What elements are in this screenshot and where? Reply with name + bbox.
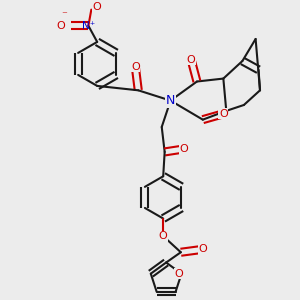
Text: O: O bbox=[131, 62, 140, 72]
Text: N⁺: N⁺ bbox=[82, 21, 95, 31]
Text: O: O bbox=[56, 21, 65, 31]
Text: ⁻: ⁻ bbox=[61, 11, 67, 20]
Text: O: O bbox=[198, 244, 207, 254]
Text: O: O bbox=[219, 109, 228, 119]
Text: O: O bbox=[93, 2, 102, 12]
Text: N: N bbox=[166, 94, 175, 107]
Text: O: O bbox=[174, 269, 183, 279]
Text: O: O bbox=[179, 144, 188, 154]
Text: O: O bbox=[187, 55, 195, 64]
Text: O: O bbox=[159, 231, 168, 241]
